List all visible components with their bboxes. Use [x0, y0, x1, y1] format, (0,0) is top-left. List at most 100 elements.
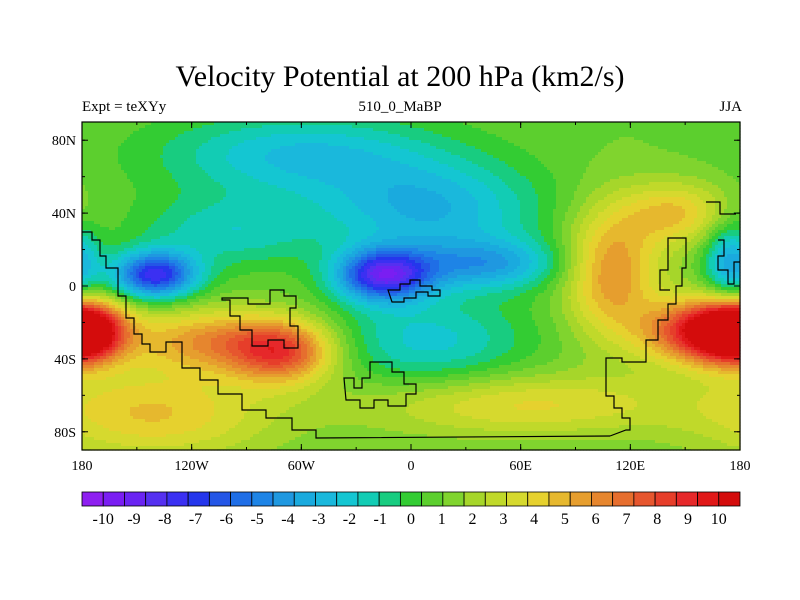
field-cell	[529, 158, 533, 162]
field-cell	[469, 158, 473, 162]
field-cell	[412, 128, 416, 132]
field-cell	[706, 122, 710, 126]
field-cell	[229, 161, 233, 165]
field-cell	[199, 155, 203, 159]
field-cell	[175, 155, 179, 159]
field-cell	[250, 125, 254, 129]
field-cell	[238, 152, 242, 156]
field-cell	[733, 152, 737, 156]
field-cell	[136, 131, 140, 135]
field-cell	[655, 125, 659, 129]
field-cell	[487, 125, 491, 129]
field-cell	[235, 161, 239, 165]
field-cell	[457, 155, 461, 159]
field-cell	[220, 128, 224, 132]
field-cell	[370, 140, 374, 144]
field-cell	[238, 140, 242, 144]
field-cell	[493, 131, 497, 135]
field-cell	[643, 134, 647, 138]
field-cell	[325, 161, 329, 165]
field-cell	[337, 137, 341, 141]
field-cell	[511, 137, 515, 141]
field-cell	[304, 137, 308, 141]
field-cell	[628, 152, 632, 156]
field-cell	[160, 137, 164, 141]
field-cell	[286, 140, 290, 144]
field-cell	[124, 143, 128, 147]
field-cell	[307, 122, 311, 126]
field-cell	[325, 128, 329, 132]
field-cell	[169, 149, 173, 153]
field-cell	[325, 149, 329, 153]
field-cell	[217, 134, 221, 138]
field-cell	[346, 146, 350, 150]
field-cell	[349, 122, 353, 126]
field-cell	[304, 125, 308, 129]
field-cell	[664, 149, 668, 153]
field-cell	[313, 137, 317, 141]
field-cell	[418, 158, 422, 162]
field-cell	[250, 143, 254, 147]
field-cell	[289, 128, 293, 132]
field-cell	[352, 143, 356, 147]
field-cell	[142, 146, 146, 150]
field-cell	[151, 161, 155, 165]
field-cell	[691, 131, 695, 135]
field-cell	[448, 134, 452, 138]
field-cell	[184, 140, 188, 144]
field-cell	[472, 134, 476, 138]
field-cell	[526, 143, 530, 147]
field-cell	[520, 125, 524, 129]
field-cell	[436, 140, 440, 144]
field-cell	[106, 134, 110, 138]
field-cell	[166, 125, 170, 129]
field-cell	[160, 128, 164, 132]
field-cell	[703, 158, 707, 162]
field-cell	[409, 131, 413, 135]
field-cell	[295, 149, 299, 153]
field-cell	[502, 134, 506, 138]
field-cell	[172, 140, 176, 144]
field-cell	[274, 140, 278, 144]
field-cell	[127, 122, 131, 126]
field-cell	[217, 161, 221, 165]
field-cell	[529, 155, 533, 159]
field-cell	[313, 146, 317, 150]
field-cell	[295, 128, 299, 132]
field-cell	[712, 146, 716, 150]
field-cell	[139, 137, 143, 141]
field-cell	[307, 140, 311, 144]
field-cell	[622, 140, 626, 144]
field-cell	[403, 146, 407, 150]
field-cell	[484, 149, 488, 153]
field-cell	[667, 158, 671, 162]
field-cell	[289, 125, 293, 129]
field-cell	[568, 143, 572, 147]
field-cell	[736, 155, 740, 159]
field-cell	[724, 143, 728, 147]
field-cell	[244, 152, 248, 156]
field-cell	[322, 146, 326, 150]
field-cell	[172, 158, 176, 162]
field-cell	[661, 143, 665, 147]
field-cell	[376, 152, 380, 156]
field-cell	[187, 140, 191, 144]
field-cell	[604, 140, 608, 144]
field-cell	[718, 149, 722, 153]
field-cell	[223, 149, 227, 153]
field-cell	[268, 152, 272, 156]
field-cell	[505, 128, 509, 132]
field-cell	[337, 140, 341, 144]
field-cell	[337, 134, 341, 138]
field-cell	[85, 149, 89, 153]
field-cell	[664, 122, 668, 126]
field-cell	[298, 146, 302, 150]
field-cell	[646, 149, 650, 153]
field-cell	[427, 152, 431, 156]
field-cell	[220, 152, 224, 156]
field-cell	[427, 146, 431, 150]
field-cell	[712, 134, 716, 138]
field-cell	[115, 140, 119, 144]
field-cell	[700, 128, 704, 132]
field-cell	[433, 146, 437, 150]
